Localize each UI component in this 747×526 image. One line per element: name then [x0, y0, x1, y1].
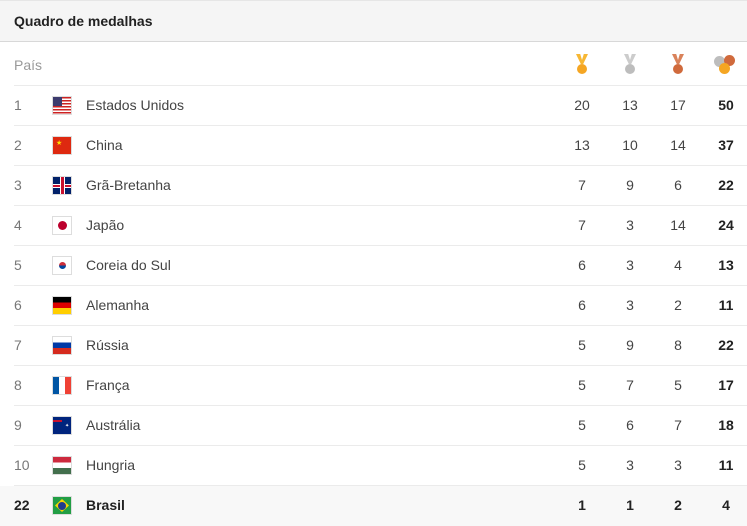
- flag-gb-icon: [52, 176, 72, 195]
- bronze-medal-icon: [670, 54, 686, 76]
- silver-count: 1: [626, 497, 634, 513]
- rank: 4: [14, 217, 22, 233]
- bronze-count: 6: [674, 177, 682, 193]
- total-count: 22: [718, 337, 734, 353]
- total-count: 4: [722, 497, 730, 513]
- rank: 8: [14, 377, 22, 393]
- silver-count: 10: [622, 137, 638, 153]
- silver-count: 9: [626, 177, 634, 193]
- table-row[interactable]: 7 Rússia 5 9 8 22: [14, 326, 747, 366]
- rank: 7: [14, 337, 22, 353]
- bronze-count: 8: [674, 337, 682, 353]
- country-name: Rússia: [86, 337, 129, 353]
- table-row[interactable]: 2 ★ China 13 10 14 37: [14, 126, 747, 166]
- total-count: 13: [718, 257, 734, 273]
- country-name: Grã-Bretanha: [86, 177, 171, 193]
- total-count: 22: [718, 177, 734, 193]
- total-count: 18: [718, 417, 734, 433]
- table-row[interactable]: 3 Grã-Bretanha 7 9 6 22: [14, 166, 747, 206]
- table-row[interactable]: 8 França 5 7 5 17: [14, 366, 747, 406]
- bronze-count: 5: [674, 377, 682, 393]
- table-row[interactable]: 6 Alemanha 6 3 2 11: [14, 286, 747, 326]
- rank: 3: [14, 177, 22, 193]
- bronze-count: 17: [670, 97, 686, 113]
- bronze-count: 3: [674, 457, 682, 473]
- table-row[interactable]: 9 ✦ Austrália 5 6 7 18: [14, 406, 747, 446]
- panel-title: Quadro de medalhas: [0, 0, 747, 42]
- total-count: 37: [718, 137, 734, 153]
- country-name: Coreia do Sul: [86, 257, 171, 273]
- flag-fr-icon: [52, 376, 72, 395]
- highlight-row-brasil[interactable]: 22 Brasil 1 1 2 4: [0, 486, 747, 526]
- flag-us-icon: [52, 96, 72, 115]
- table-row[interactable]: 4 Japão 7 3 14 24: [14, 206, 747, 246]
- bronze-count: 4: [674, 257, 682, 273]
- gold-count: 5: [578, 377, 586, 393]
- country-name: França: [86, 377, 130, 393]
- silver-count: 6: [626, 417, 634, 433]
- bronze-count: 14: [670, 137, 686, 153]
- total-medals-icon: [714, 54, 738, 76]
- gold-count: 20: [574, 97, 590, 113]
- country-name: Brasil: [86, 497, 125, 513]
- rank: 22: [14, 497, 30, 513]
- total-count: 11: [718, 297, 734, 313]
- rank: 1: [14, 97, 22, 113]
- silver-count: 3: [626, 457, 634, 473]
- flag-de-icon: [52, 296, 72, 315]
- gold-count: 7: [578, 217, 586, 233]
- silver-count: 7: [626, 377, 634, 393]
- total-count: 24: [718, 217, 734, 233]
- rank: 2: [14, 137, 22, 153]
- table-row[interactable]: 1 Estados Unidos 20 13 17 50: [14, 86, 747, 126]
- bronze-count: 7: [674, 417, 682, 433]
- gold-medal-icon: [574, 54, 590, 76]
- country-name: Japão: [86, 217, 125, 233]
- flag-ru-icon: [52, 336, 72, 355]
- total-count: 11: [718, 457, 734, 473]
- country-column-header: País: [14, 57, 43, 73]
- country-name: Alemanha: [86, 297, 150, 313]
- silver-count: 13: [622, 97, 638, 113]
- gold-count: 6: [578, 297, 586, 313]
- flag-au-icon: ✦: [52, 416, 72, 435]
- total-count: 17: [718, 377, 734, 393]
- bronze-count: 2: [674, 297, 682, 313]
- flag-jp-icon: [52, 216, 72, 235]
- silver-count: 3: [626, 257, 634, 273]
- table-header: País: [14, 42, 747, 86]
- gold-count: 1: [578, 497, 586, 513]
- gold-count: 5: [578, 337, 586, 353]
- flag-br-icon: [52, 496, 72, 515]
- gold-count: 5: [578, 417, 586, 433]
- gold-count: 5: [578, 457, 586, 473]
- flag-hu-icon: [52, 456, 72, 475]
- rank: 9: [14, 417, 22, 433]
- country-name: China: [86, 137, 123, 153]
- total-count: 50: [718, 97, 734, 113]
- bronze-count: 2: [674, 497, 682, 513]
- silver-count: 9: [626, 337, 634, 353]
- country-name: Estados Unidos: [86, 97, 185, 113]
- rank: 10: [14, 457, 30, 473]
- gold-count: 7: [578, 177, 586, 193]
- silver-count: 3: [626, 217, 634, 233]
- gold-count: 13: [574, 137, 590, 153]
- rank: 5: [14, 257, 22, 273]
- country-name: Austrália: [86, 417, 141, 433]
- silver-medal-icon: [622, 54, 638, 76]
- rank: 6: [14, 297, 22, 313]
- gold-count: 6: [578, 257, 586, 273]
- table-row[interactable]: 5 Coreia do Sul 6 3 4 13: [14, 246, 747, 286]
- table-row[interactable]: 10 Hungria 5 3 3 11: [14, 446, 747, 486]
- silver-count: 3: [626, 297, 634, 313]
- flag-cn-icon: ★: [52, 136, 72, 155]
- flag-kr-icon: [52, 256, 72, 275]
- country-name: Hungria: [86, 457, 136, 473]
- bronze-count: 14: [670, 217, 686, 233]
